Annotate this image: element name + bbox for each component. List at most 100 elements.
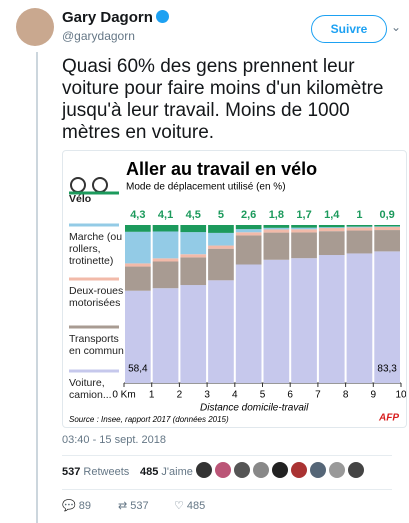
like-count: 485 <box>140 466 158 478</box>
bar-value-label: 1 <box>356 209 362 221</box>
bar-segment <box>236 225 262 229</box>
retweets-stat[interactable]: 537 Retweets <box>62 466 129 478</box>
bar-segment <box>264 229 290 232</box>
liker-avatar[interactable] <box>253 462 269 478</box>
bar-segment <box>208 246 234 249</box>
thread-line <box>36 52 38 523</box>
legend-label: Marche (ou rollers, trotinette) <box>69 231 129 267</box>
bar-segment <box>180 225 206 232</box>
bar-segment <box>319 231 345 255</box>
bar-segment <box>236 232 262 235</box>
retweet-count: 537 <box>62 466 80 478</box>
bar-value-label: 5 <box>218 209 224 221</box>
like-action-count: 485 <box>187 500 205 512</box>
bar-segment <box>180 232 206 254</box>
liker-avatar[interactable] <box>196 462 212 478</box>
afp-logo: AFP <box>378 413 399 424</box>
bar-value-label: 4,1 <box>158 209 173 221</box>
bar-segment <box>236 265 262 384</box>
avatar[interactable] <box>16 8 54 46</box>
liker-avatar[interactable] <box>310 462 326 478</box>
bar-segment <box>347 253 373 383</box>
bar-value-label: 4,5 <box>186 209 201 221</box>
legend-label: Voiture, camion... <box>69 377 129 401</box>
bar-segment <box>291 225 317 228</box>
bar-segment <box>291 229 317 232</box>
bar-segment <box>153 258 179 261</box>
bar-segment <box>153 288 179 383</box>
chart-title: Aller au travail en vélo <box>126 159 317 179</box>
source: Source : Insee, rapport 2017 (données 20… <box>69 415 229 424</box>
x-tick-label: 4 <box>232 390 238 401</box>
bar-value-label: 1,8 <box>269 209 284 221</box>
bar-value-label: 4,3 <box>130 209 145 221</box>
divider <box>62 489 392 490</box>
bar-segment <box>180 285 206 383</box>
bar-segment <box>347 227 373 230</box>
retweet-action[interactable]: ⇄ 537 <box>118 499 149 512</box>
author-handle[interactable]: @garydagorn <box>62 29 135 43</box>
reply-count: 89 <box>79 500 91 512</box>
bar-segment <box>180 257 206 285</box>
bar-segment <box>180 254 206 257</box>
bar-segment <box>374 227 400 230</box>
bar-segment <box>319 228 345 231</box>
x-tick-label: 1 <box>149 390 155 401</box>
bar-segment <box>153 231 179 258</box>
bar-segment <box>264 260 290 383</box>
bar-segment <box>236 235 262 264</box>
bar-segment <box>347 227 373 228</box>
x-tick-label: 7 <box>315 390 321 401</box>
bar-segment <box>319 227 345 228</box>
x-tick-label: 5 <box>260 390 266 401</box>
bar-segment <box>319 255 345 383</box>
bar-segment <box>208 233 234 246</box>
liker-avatar[interactable] <box>329 462 345 478</box>
tweet-text: Quasi 60% des gens prennent leur voiture… <box>62 56 392 144</box>
bar-value-label: 1,4 <box>324 209 340 221</box>
x-axis-label: Distance domicile-travail <box>200 403 309 414</box>
bar-value-label: 83,3 <box>377 364 397 375</box>
bar-value-label: 2,6 <box>241 209 256 221</box>
legend-label: Transports en commun <box>69 333 129 357</box>
bar-segment <box>208 249 234 281</box>
legend-label: Deux-roues motorisées <box>69 285 129 309</box>
bar-segment <box>291 258 317 383</box>
bar-value-label: 1,7 <box>296 209 311 221</box>
x-tick-label: 3 <box>204 390 210 401</box>
legend-label: Vélo <box>69 193 129 205</box>
bar-segment <box>291 232 317 258</box>
likes-stat[interactable]: 485 J'aime <box>140 466 193 478</box>
timestamp[interactable]: 03:40 - 15 sept. 2018 <box>62 434 166 446</box>
bar-segment <box>291 228 317 230</box>
bar-segment <box>208 225 234 233</box>
divider <box>62 455 392 456</box>
retweet-label: Retweets <box>83 466 129 478</box>
chart-subtitle: Mode de déplacement utilisé (en %) <box>126 182 286 193</box>
bar-segment <box>264 233 290 260</box>
follow-button[interactable]: Suivre <box>311 15 387 43</box>
bar-segment <box>264 228 290 230</box>
bike-icon <box>71 178 85 192</box>
x-tick-label: 10 <box>395 390 406 401</box>
liker-avatar[interactable] <box>215 462 231 478</box>
bar-segment <box>236 229 262 232</box>
liker-avatar[interactable] <box>272 462 288 478</box>
liker-avatar[interactable] <box>348 462 364 478</box>
retweet-action-count: 537 <box>130 500 148 512</box>
bar-segment <box>153 261 179 288</box>
menu-caret[interactable]: ⌄ <box>391 20 401 34</box>
bar-segment <box>153 225 179 231</box>
like-action[interactable]: ♡ 485 <box>174 499 205 512</box>
liker-avatar[interactable] <box>291 462 307 478</box>
liker-avatar[interactable] <box>234 462 250 478</box>
reply-action[interactable]: 💬 89 <box>62 499 91 512</box>
like-label: J'aime <box>161 466 192 478</box>
bar-value-label: 0,9 <box>380 209 395 221</box>
x-tick-label: 2 <box>177 390 183 401</box>
author-name[interactable]: Gary Dagorn <box>62 9 153 26</box>
bar-segment <box>264 225 290 228</box>
bar-segment <box>347 231 373 254</box>
chart-image[interactable]: Aller au travail en vélo Mode de déplace… <box>62 150 407 428</box>
bar-segment <box>319 225 345 227</box>
